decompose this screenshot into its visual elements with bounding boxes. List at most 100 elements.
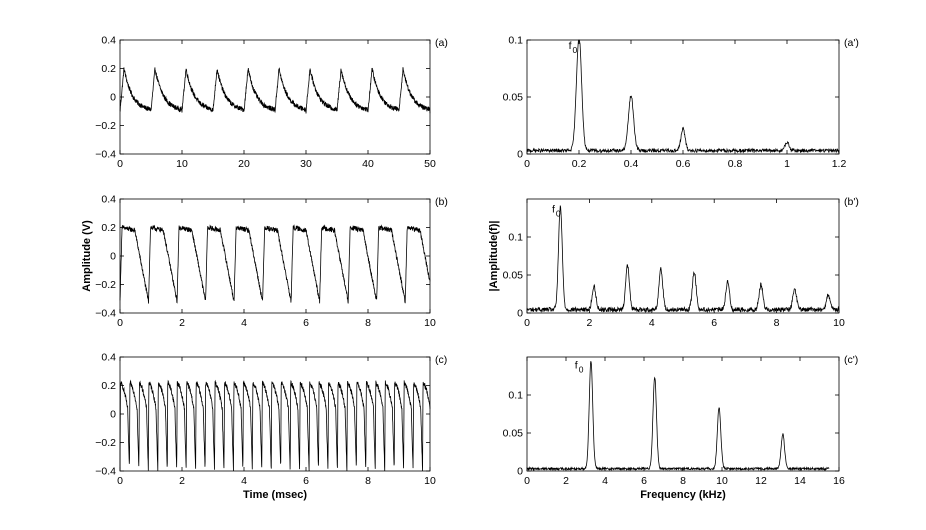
f0-annotation-main: f (552, 204, 555, 216)
y-tick-label: 0.1 (508, 232, 523, 244)
x-tick-label: 1.2 (832, 158, 847, 170)
subplot-b: 0 2 4 6 8 10 −0.4 −0.2 0 0.2 0.4 (b) Amplitude (V) (81, 194, 448, 330)
panel-label: (b') (844, 196, 859, 208)
y-tick-label: 0 (517, 149, 523, 161)
axes-frame-b (119, 198, 431, 314)
x-tick-label: 6 (641, 475, 647, 487)
y-tick-label: 0.05 (503, 428, 524, 440)
axes-frame-a (119, 39, 431, 155)
x-tick-label: 0 (524, 475, 530, 487)
y-tick-label: 0.2 (101, 222, 116, 234)
x-tick-label: 8 (774, 317, 780, 329)
subplot-a2: 0 0.2 0.4 0.6 0.8 1 1.200.050.1 (a')f0 (503, 35, 859, 171)
x-tick-label: 2 (586, 317, 592, 329)
axes-frame-b2 (526, 198, 840, 314)
y-axis-label: Amplitude (V) (81, 220, 93, 292)
series-line-a2 (526, 39, 840, 154)
axes-frame-c2 (526, 356, 840, 472)
f0-annotation-sub: 0 (573, 45, 578, 55)
x-tick-label: 0 (117, 158, 123, 170)
y-tick-label: 0 (110, 409, 116, 421)
x-tick-label: 1 (784, 158, 790, 170)
subplot-c2: 0 2 4 6 8 10 12 14 16 0 0.05 0.1 (c') Frequency (kHz)… (503, 354, 859, 501)
f0-annotation-main: f (575, 359, 578, 371)
x-tick-label: 4 (602, 475, 608, 487)
x-tick-label: 10 (716, 475, 728, 487)
f0-annotation: f0 (569, 40, 578, 55)
y-tick-label: −0.2 (95, 437, 116, 449)
x-tick-label: 50 (424, 158, 436, 170)
y-tick-label: 0.4 (101, 35, 116, 47)
x-tick-label: 20 (238, 158, 250, 170)
x-tick-label: 10 (424, 317, 436, 329)
x-tick-label: 6 (303, 317, 309, 329)
y-tick-label: 0.4 (101, 352, 116, 364)
x-tick-label: 8 (365, 317, 371, 329)
series-line-c (119, 379, 431, 472)
y-tick-label: 0 (110, 251, 116, 263)
series-line-c2 (526, 361, 830, 472)
x-axis-label: Frequency (kHz) (640, 489, 726, 501)
panel-label: (a) (435, 37, 448, 49)
x-tick-label: 4 (241, 475, 247, 487)
y-tick-label: 0.4 (101, 194, 116, 206)
x-tick-label: 6 (711, 317, 717, 329)
x-tick-label: 10 (424, 475, 436, 487)
x-tick-label: 14 (794, 475, 806, 487)
f0-annotation-sub: 0 (579, 364, 584, 374)
x-tick-label: 8 (365, 475, 371, 487)
x-tick-label: 2 (179, 317, 185, 329)
y-tick-label: 0.1 (508, 390, 523, 402)
y-tick-label: 0.1 (508, 35, 523, 47)
y-tick-label: 0 (110, 92, 116, 104)
series-line-b (119, 224, 431, 304)
subplot-c: 0 2 4 6 8 10 −0.4 −0.2 0 0.2 0.4 (c) Time (msec) (95, 352, 447, 502)
x-tick-label: 10 (833, 317, 845, 329)
x-tick-label: 0 (117, 475, 123, 487)
y-tick-label: 0.05 (503, 92, 524, 104)
f0-annotation: f0 (552, 204, 561, 219)
x-tick-label: 2 (179, 475, 185, 487)
x-tick-label: 0 (117, 317, 123, 329)
f0-annotation-main: f (569, 40, 572, 52)
y-axis-label: |Amplitude(f)| (488, 221, 500, 292)
f0-annotation-sub: 0 (556, 209, 561, 219)
x-tick-label: 0 (524, 317, 530, 329)
y-tick-label: −0.2 (95, 279, 116, 291)
y-tick-label: 0.2 (101, 63, 116, 75)
x-tick-label: 2 (563, 475, 569, 487)
x-axis-label: Time (msec) (243, 489, 307, 501)
panel-label: (a') (844, 37, 859, 49)
panel-label: (b) (435, 196, 448, 208)
f0-annotation: f0 (575, 359, 584, 374)
y-tick-label: −0.4 (95, 149, 116, 161)
y-tick-label: −0.2 (95, 120, 116, 132)
y-tick-label: 0 (517, 308, 523, 320)
x-tick-label: 0 (524, 158, 530, 170)
x-tick-label: 12 (755, 475, 767, 487)
x-tick-label: 0.4 (624, 158, 639, 170)
x-tick-label: 40 (362, 158, 374, 170)
x-tick-label: 4 (241, 317, 247, 329)
y-tick-label: 0 (517, 466, 523, 478)
y-tick-label: 0.2 (101, 380, 116, 392)
x-tick-label: 4 (649, 317, 655, 329)
panel-label: (c') (844, 354, 858, 366)
x-tick-label: 0.6 (676, 158, 691, 170)
y-tick-label: −0.4 (95, 466, 116, 478)
x-tick-label: 10 (176, 158, 188, 170)
subplot-a: 0 10 20 30 40 50 −0.4 −0.2 0 0.2 0.4 (a) (95, 35, 448, 171)
x-tick-label: 8 (680, 475, 686, 487)
series-line-b2 (526, 205, 840, 314)
x-tick-label: 16 (833, 475, 845, 487)
x-tick-label: 0.8 (728, 158, 743, 170)
x-tick-label: 30 (300, 158, 312, 170)
y-tick-label: −0.4 (95, 308, 116, 320)
x-tick-label: 6 (303, 475, 309, 487)
series-line-a (119, 67, 431, 114)
x-tick-label: 0.2 (572, 158, 587, 170)
y-tick-label: 0.05 (503, 270, 524, 282)
panel-label: (c) (435, 354, 447, 366)
